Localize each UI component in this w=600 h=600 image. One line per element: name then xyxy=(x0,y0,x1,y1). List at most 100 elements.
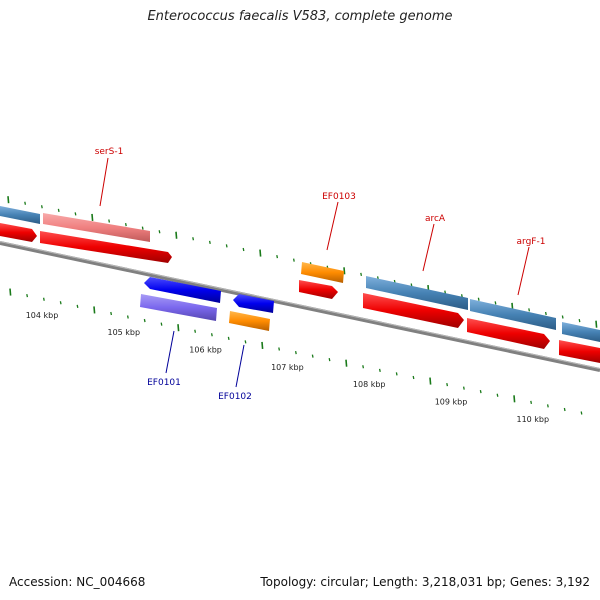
inner-major-tick xyxy=(93,306,96,314)
outer-minor-tick xyxy=(276,254,279,259)
inner-major-tick xyxy=(513,395,516,403)
outer-minor-tick xyxy=(24,201,27,205)
kbp-label: 110 kbp xyxy=(516,415,549,424)
cds-arrow-ef0102 xyxy=(233,294,274,313)
outer-minor-tick xyxy=(561,315,564,319)
gene-label-arca: arcA xyxy=(425,214,446,224)
inner-minor-tick xyxy=(26,294,29,298)
outer-minor-tick xyxy=(40,205,43,209)
callout-line-ef0102 xyxy=(235,344,245,388)
inner-minor-tick xyxy=(160,322,163,326)
inner-minor-tick xyxy=(479,390,482,394)
outer-major-tick xyxy=(343,267,346,275)
kbp-label: 109 kbp xyxy=(435,397,468,406)
outer-minor-tick xyxy=(460,294,463,298)
genome-backbone-highlight xyxy=(0,241,600,370)
kbp-label: 105 kbp xyxy=(107,328,140,337)
outer-minor-tick xyxy=(192,237,195,241)
rna-bar-ef0102 xyxy=(229,311,270,331)
outer-major-tick xyxy=(595,320,598,328)
inner-minor-tick xyxy=(294,350,297,355)
kbp-label: 106 kbp xyxy=(189,346,222,355)
inner-minor-tick xyxy=(278,347,281,351)
outer-minor-tick xyxy=(57,208,60,212)
outer-minor-tick xyxy=(360,272,363,276)
outer-minor-tick xyxy=(124,222,127,227)
genome-stats-label: Topology: circular; Length: 3,218,031 bp… xyxy=(260,575,590,589)
outer-minor-tick xyxy=(208,240,211,244)
outer-minor-tick xyxy=(158,230,161,234)
inner-minor-tick xyxy=(462,386,465,390)
inner-minor-tick xyxy=(362,365,365,369)
outer-major-tick xyxy=(175,231,178,239)
inner-minor-tick xyxy=(580,411,583,415)
inner-minor-tick xyxy=(395,372,398,376)
rna-bar-ef0103 xyxy=(301,262,344,283)
genome-backbone xyxy=(0,241,600,372)
gene-bar-argf1 xyxy=(470,299,556,330)
inner-minor-tick xyxy=(546,404,549,408)
inner-minor-tick xyxy=(563,407,566,412)
callout-line-ef0103 xyxy=(326,201,339,251)
inner-minor-tick xyxy=(227,336,230,340)
cds-arrow-sers1 xyxy=(40,231,172,263)
cds-arrow-right-edge xyxy=(559,340,600,363)
inner-minor-tick xyxy=(59,301,62,305)
callout-line-argf1 xyxy=(517,246,530,296)
callout-line-ef0101 xyxy=(165,330,175,374)
inner-major-tick xyxy=(9,288,12,296)
inner-major-tick xyxy=(261,341,264,350)
outer-minor-tick xyxy=(477,297,480,301)
cds-arrow-ef0103 xyxy=(299,280,338,299)
inner-minor-tick xyxy=(530,400,533,404)
inner-minor-tick xyxy=(42,297,45,301)
inner-minor-tick xyxy=(446,382,449,387)
gene-label-ef0102: EF0102 xyxy=(218,392,252,402)
gene-bar-right-edge xyxy=(562,322,600,342)
callout-line-sers1 xyxy=(99,157,109,207)
inner-minor-tick xyxy=(311,354,314,358)
kbp-label: 104 kbp xyxy=(26,311,59,320)
accession-label: Accession: NC_004668 xyxy=(9,575,146,589)
outer-minor-tick xyxy=(108,219,111,223)
inner-minor-tick xyxy=(110,311,113,316)
cds-arrow-arca xyxy=(363,293,464,328)
inner-minor-tick xyxy=(210,333,213,337)
inner-major-tick xyxy=(429,377,432,385)
inner-minor-tick xyxy=(244,340,247,344)
inner-minor-tick xyxy=(378,368,381,372)
outer-minor-tick xyxy=(578,318,581,323)
outer-minor-tick xyxy=(544,311,547,316)
map-title: Enterococcus faecalis V583, complete gen… xyxy=(147,9,453,24)
cds-arrow-left-edge xyxy=(0,223,37,242)
cds-arrow-ef0101 xyxy=(144,277,221,303)
inner-minor-tick xyxy=(143,318,146,323)
inner-major-tick xyxy=(345,359,348,367)
outer-major-tick xyxy=(91,213,94,222)
inner-major-tick xyxy=(177,324,180,332)
inner-minor-tick xyxy=(496,393,499,397)
outer-minor-tick xyxy=(292,258,295,262)
gene-label-argf1: argF-1 xyxy=(517,237,546,247)
inner-minor-tick xyxy=(412,375,415,380)
inner-tick-row xyxy=(9,288,583,415)
outer-major-tick xyxy=(7,196,10,204)
inner-minor-tick xyxy=(126,315,129,319)
outer-minor-tick xyxy=(494,301,497,305)
inner-minor-tick xyxy=(76,304,79,308)
gene-bar-sers1 xyxy=(43,213,150,242)
outer-major-tick xyxy=(259,249,262,257)
gene-bar-left-edge xyxy=(0,206,40,224)
outer-minor-tick xyxy=(74,212,77,216)
callout-line-arca xyxy=(422,223,435,272)
gene-label-ef0103: EF0103 xyxy=(322,192,356,202)
outer-minor-tick xyxy=(528,308,531,312)
gene-bar-arca xyxy=(366,276,468,310)
inner-minor-tick xyxy=(328,358,331,362)
outer-minor-tick xyxy=(242,247,245,252)
outer-minor-tick xyxy=(141,226,144,230)
gene-label-sers1: serS-1 xyxy=(95,147,124,157)
gene-bar-ef0101 xyxy=(140,294,217,321)
kbp-label: 108 kbp xyxy=(353,380,386,389)
